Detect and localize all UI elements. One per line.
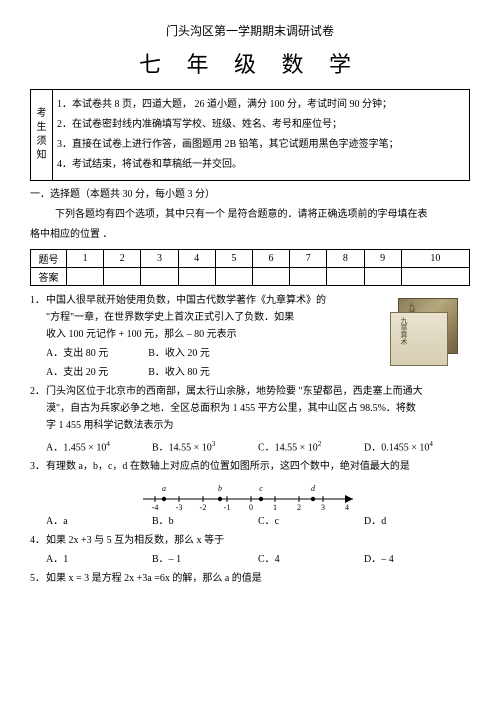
- table-head-cell: 4: [178, 250, 215, 268]
- table-row-label: 答案: [31, 268, 67, 286]
- option: A．支出 80 元: [46, 345, 108, 362]
- book-front: 九章算术: [390, 312, 448, 366]
- svg-text:-2: -2: [200, 503, 207, 511]
- question-text: 漠"，自古为兵家必争之地．全区总面积为 1 455 平方公里，其中山区占 98.…: [46, 400, 470, 417]
- question-3: 3． 有理数 a，b，c，d 在数轴上对应点的位置如图所示，这四个数中，绝对值最…: [30, 458, 470, 530]
- table-head-cell: 6: [252, 250, 289, 268]
- book-illustration: 九章算术 九章算术: [390, 298, 462, 366]
- svg-text:-1: -1: [224, 503, 231, 511]
- question-text: 门头沟区位于北京市的西南部，属太行山余脉，地势险要 "东望都邑，西走塞上而通大: [46, 383, 470, 400]
- option: A．a: [46, 513, 152, 530]
- option: B．14.55 × 103: [152, 436, 258, 456]
- question-number: 3．: [30, 458, 46, 475]
- table-head-cell: 2: [104, 250, 141, 268]
- svg-text:a: a: [162, 484, 166, 493]
- table-row: 题号 1 2 3 4 5 6 7 8 9 10: [31, 250, 470, 268]
- section-note: 下列各题均有四个选项，其中只有一个 是符合题意的．请将正确选项前的字母填在表: [30, 207, 470, 223]
- option: D．0.1455 × 104: [364, 436, 470, 456]
- question-text: 如果 x = 3 是方程 2x +3a =6x 的解，那么 a 的值是: [46, 570, 470, 587]
- option: B．b: [152, 513, 258, 530]
- svg-text:1: 1: [273, 503, 277, 511]
- instructions-body: 1．本试卷共 8 页，四道大题， 26 道小题，满分 100 分，考试时间 90…: [53, 90, 470, 181]
- instructions-side-label: 考生须知: [31, 90, 53, 181]
- section-heading: 一．选择题（本题共 30 分，每小题 3 分）: [30, 187, 470, 203]
- table-head-cell: 题号: [31, 250, 67, 268]
- option: A．1.455 × 104: [46, 436, 152, 456]
- option: C．14.55 × 102: [258, 436, 364, 456]
- option: B．– 1: [152, 551, 258, 568]
- option: C．4: [258, 551, 364, 568]
- question-text: 如果 2x +3 与 5 互为相反数，那么 x 等于: [46, 532, 470, 549]
- question-5: 5． 如果 x = 3 是方程 2x +3a =6x 的解，那么 a 的值是: [30, 570, 470, 587]
- instruction-item: 4．考试结束，将试卷和草稿纸一并交回。: [57, 156, 465, 174]
- answer-table: 题号 1 2 3 4 5 6 7 8 9 10 答案: [30, 249, 470, 286]
- option: D．d: [364, 513, 470, 530]
- exam-title: 七 年 级 数 学: [30, 47, 470, 79]
- question-number: 4．: [30, 532, 46, 549]
- option: B．收入 80 元: [148, 364, 210, 381]
- table-head-cell: 5: [215, 250, 252, 268]
- option: C．c: [258, 513, 364, 530]
- book-cover-label: 九章算术: [395, 317, 409, 345]
- question-4: 4． 如果 2x +3 与 5 互为相反数，那么 x 等于 A．1 B．– 1 …: [30, 532, 470, 568]
- number-line-diagram: -4 -3 -2 -1 0 1 2 3 4 a b c d: [135, 477, 365, 511]
- svg-text:b: b: [218, 484, 222, 493]
- table-head-cell: 3: [141, 250, 178, 268]
- option: B．收入 20 元: [148, 345, 210, 362]
- table-head-cell: 9: [364, 250, 401, 268]
- question-number: 2．: [30, 383, 46, 400]
- question-text: 有理数 a，b，c，d 在数轴上对应点的位置如图所示，这四个数中，绝对值最大的是: [46, 458, 470, 475]
- instructions-table: 考生须知 1．本试卷共 8 页，四道大题， 26 道小题，满分 100 分，考试…: [30, 89, 470, 181]
- svg-text:2: 2: [297, 503, 301, 511]
- instruction-item: 2．在试卷密封线内准确填写学校、班级、姓名、考号和座位号；: [57, 116, 465, 134]
- question-number: 1．: [30, 292, 46, 309]
- table-row: 答案: [31, 268, 470, 286]
- instruction-item: 3．直接在试卷上进行作答，画图题用 2B 铅笔，其它试题用黑色字迹签字笔；: [57, 136, 465, 154]
- table-head-cell: 10: [401, 250, 469, 268]
- table-head-cell: 8: [327, 250, 364, 268]
- table-head-cell: 1: [67, 250, 104, 268]
- option: D．– 4: [364, 551, 470, 568]
- table-head-cell: 7: [290, 250, 327, 268]
- svg-text:0: 0: [249, 503, 253, 511]
- option: A．1: [46, 551, 152, 568]
- option: A．支出 20 元: [46, 364, 108, 381]
- svg-text:-4: -4: [152, 503, 159, 511]
- exam-subtitle: 门头沟区第一学期期末调研试卷: [30, 22, 470, 39]
- svg-text:3: 3: [321, 503, 325, 511]
- svg-text:c: c: [259, 484, 263, 493]
- section-note: 格中相应的位置 ．: [30, 227, 470, 243]
- svg-text:d: d: [311, 484, 316, 493]
- svg-text:4: 4: [345, 503, 349, 511]
- question-number: 5．: [30, 570, 46, 587]
- instruction-item: 1．本试卷共 8 页，四道大题， 26 道小题，满分 100 分，考试时间 90…: [57, 96, 465, 114]
- question-2: 2． 门头沟区位于北京市的西南部，属太行山余脉，地势险要 "东望都邑，西走塞上而…: [30, 383, 470, 456]
- question-text: 字 1 455 用科学记数法表示为: [46, 417, 470, 434]
- svg-text:-3: -3: [176, 503, 183, 511]
